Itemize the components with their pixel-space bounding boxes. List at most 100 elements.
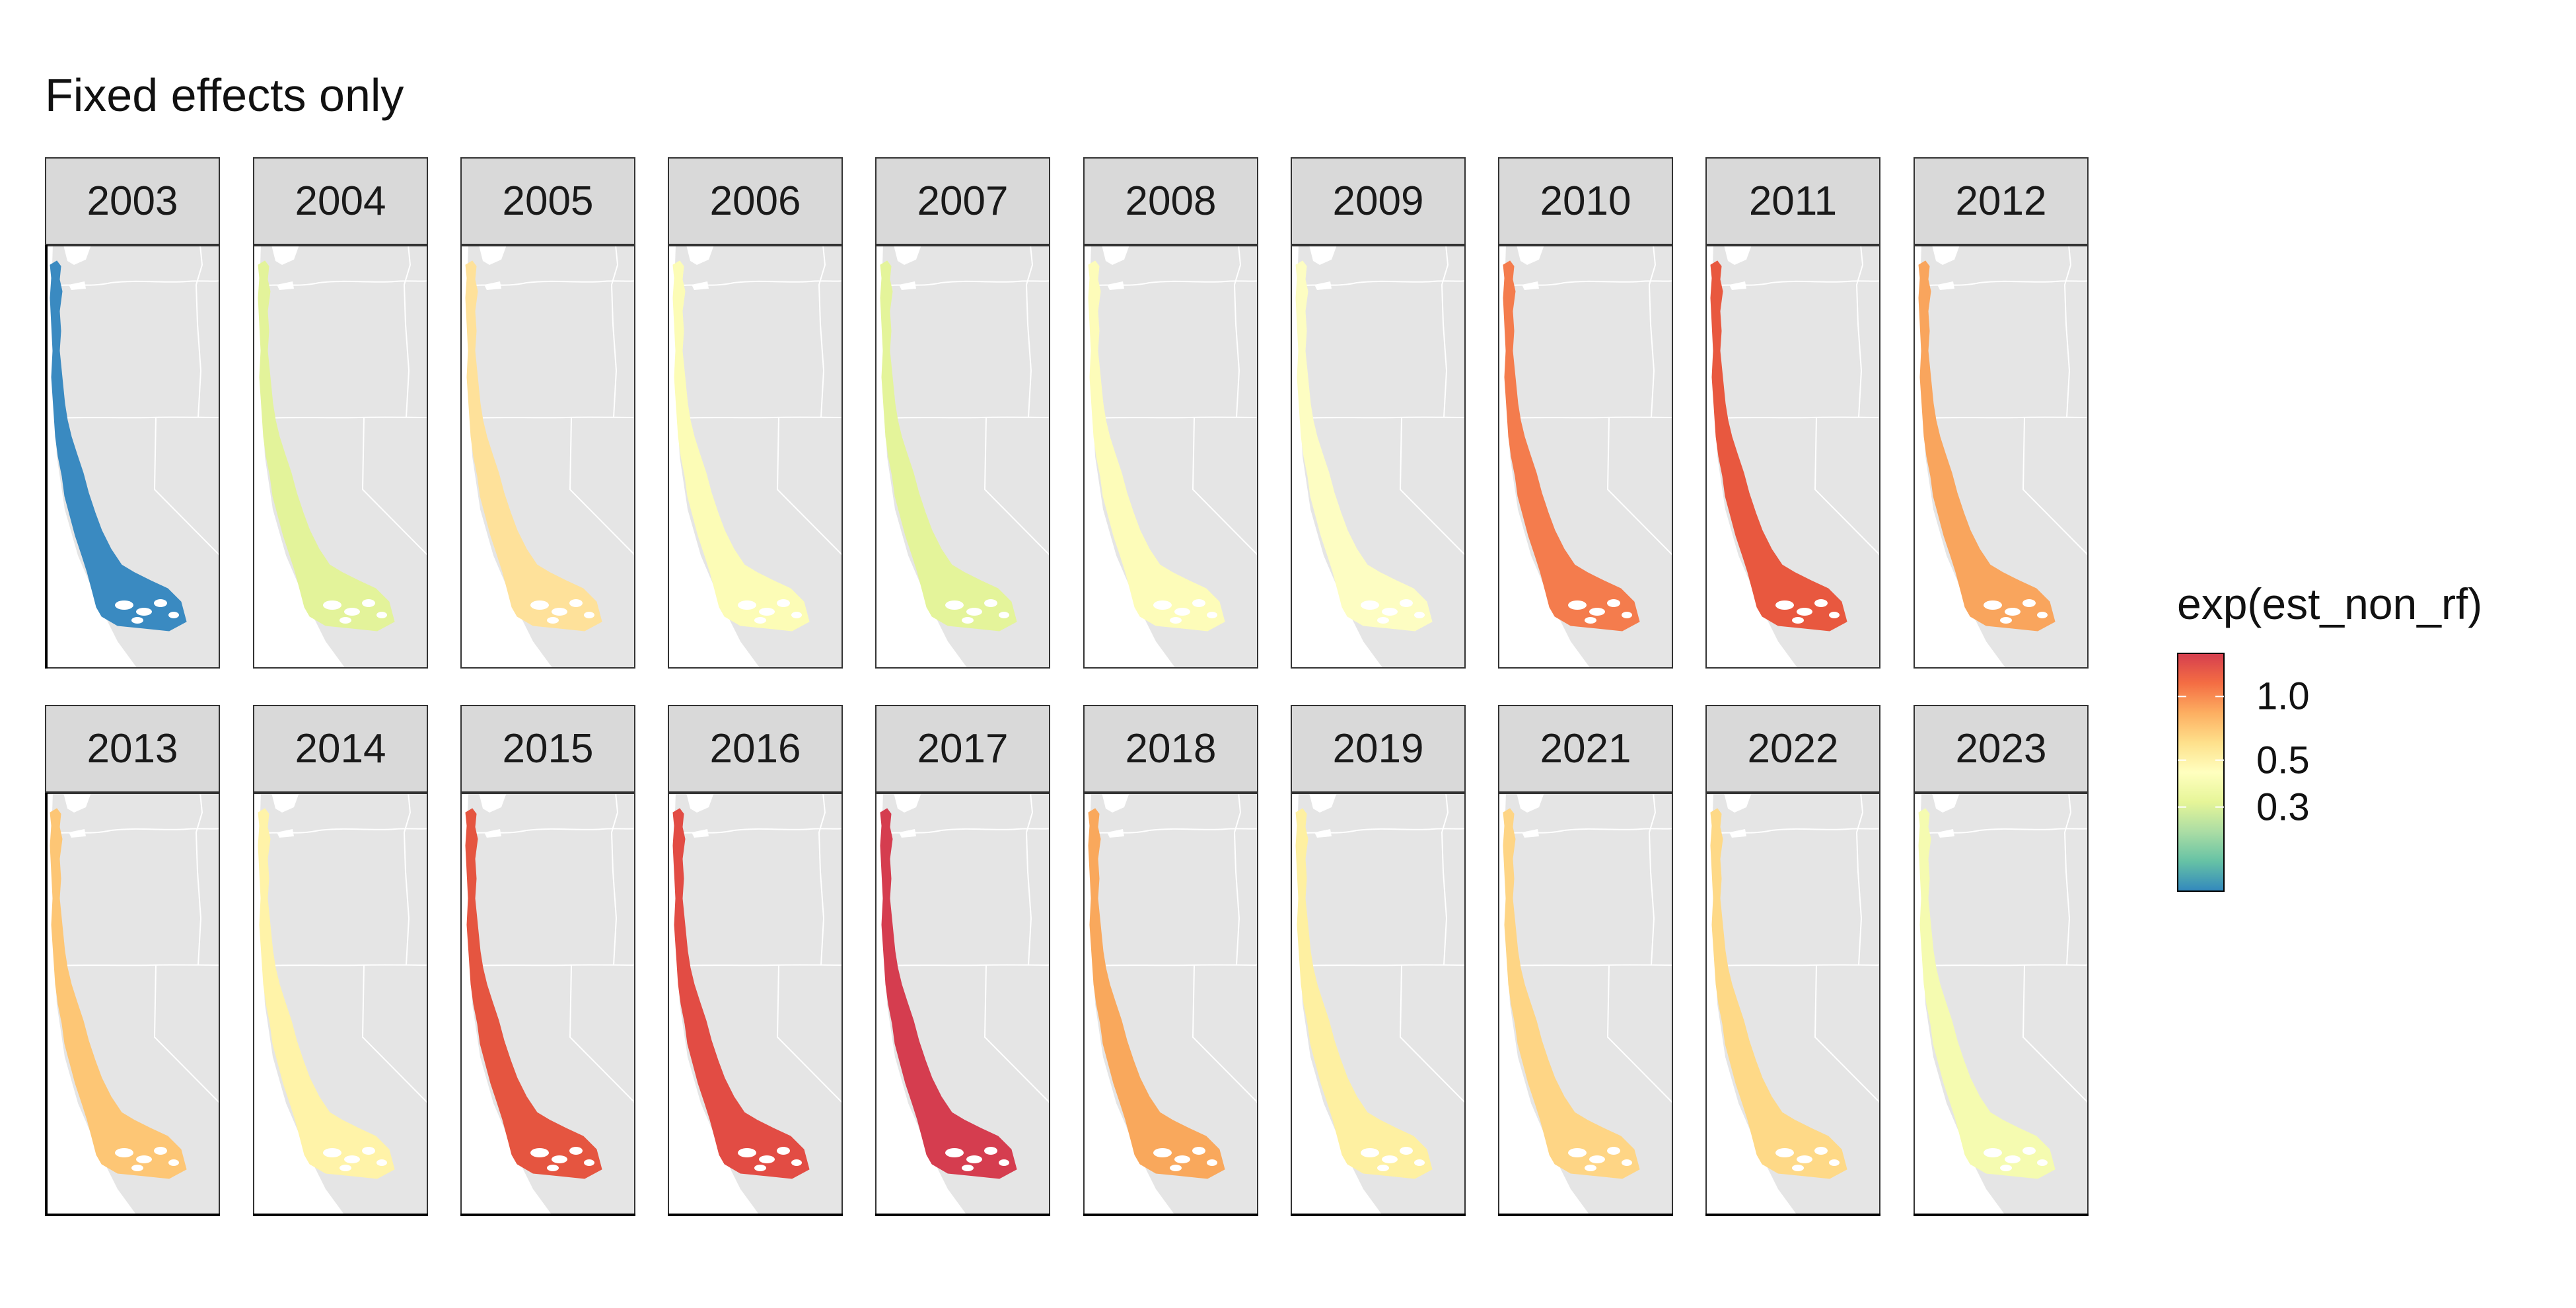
prediction-region (1295, 808, 1433, 1179)
state-border (1088, 828, 1258, 834)
state-border (884, 964, 1050, 966)
state-border (818, 793, 826, 966)
state-border (258, 280, 428, 287)
state-border (2063, 793, 2072, 966)
prediction-region (1710, 808, 1847, 1179)
prediction-region (1918, 808, 2056, 1179)
facet-strip-label: 2007 (875, 157, 1050, 245)
map-2006 (668, 245, 843, 669)
state-border (258, 828, 428, 834)
state-border (1233, 793, 1242, 966)
state-border (776, 964, 843, 1104)
facet-strip-label: 2013 (45, 705, 220, 793)
state-border (1025, 793, 1034, 966)
state-border (1710, 828, 1880, 834)
prediction-region (465, 260, 602, 632)
map-panel (45, 245, 220, 669)
state-border (195, 793, 203, 966)
state-border (569, 417, 635, 556)
facet-strip-label: 2014 (253, 705, 428, 793)
prediction-region (880, 260, 1017, 632)
legend-tick-label: 0.3 (2256, 785, 2310, 829)
map-panel (1914, 245, 2089, 669)
map-2007 (875, 245, 1050, 669)
prediction-region (258, 260, 395, 632)
chart-title: Fixed effects only (45, 69, 404, 121)
facet-strip-label: 2015 (460, 705, 635, 793)
map-panel (1291, 793, 1466, 1216)
legend-tick-label: 1.0 (2256, 674, 2310, 718)
map-2021 (1498, 793, 1673, 1216)
facet-strip-label: 2011 (1705, 157, 1880, 245)
legend-tick-label: 0.5 (2256, 739, 2310, 782)
facet-strip-label: 2012 (1914, 157, 2089, 245)
state-border (1503, 280, 1673, 287)
state-border (1714, 964, 1880, 966)
map-2010 (1498, 245, 1673, 669)
prediction-region (1503, 260, 1640, 632)
state-border (1441, 793, 1449, 966)
map-panel (45, 793, 220, 1216)
state-border (403, 793, 411, 966)
map-2003 (45, 245, 220, 669)
prediction-region (1503, 808, 1640, 1179)
state-border (1088, 280, 1258, 287)
state-border (1918, 280, 2089, 287)
state-border (610, 793, 619, 966)
map-2016 (668, 793, 843, 1216)
map-panel (1083, 793, 1258, 1216)
map-2019 (1291, 793, 1466, 1216)
prediction-region (1295, 260, 1433, 632)
state-border (1441, 245, 1449, 418)
map-2009 (1291, 245, 1466, 669)
prediction-region (672, 808, 810, 1179)
state-border (262, 964, 428, 966)
state-border (153, 417, 220, 556)
map-2018 (1083, 793, 1258, 1216)
prediction-region (1918, 260, 2056, 632)
state-border (54, 964, 220, 966)
prediction-region (1710, 260, 1847, 632)
map-panel (875, 245, 1050, 669)
legend-gradient (2177, 653, 2225, 892)
state-border (984, 964, 1050, 1104)
map-panel (1705, 245, 1880, 669)
facet-strip-label: 2005 (460, 157, 635, 245)
map-2012 (1914, 245, 2089, 669)
map-panel (668, 245, 843, 669)
state-border (676, 964, 843, 966)
state-border (50, 828, 220, 834)
legend-colorbar (2177, 653, 2225, 892)
state-border (1503, 828, 1673, 834)
state-border (1918, 828, 2089, 834)
state-border (153, 964, 220, 1104)
facet-strip-label: 2008 (1083, 157, 1258, 245)
map-2022 (1705, 793, 1880, 1216)
state-border (818, 245, 826, 418)
map-panel (253, 245, 428, 669)
map-panel (1914, 793, 2089, 1216)
facet-strip-label: 2021 (1498, 705, 1673, 793)
prediction-region (50, 808, 187, 1179)
map-2017 (875, 793, 1050, 1216)
map-2023 (1914, 793, 2089, 1216)
state-border (361, 964, 428, 1104)
state-border (1922, 964, 2089, 966)
map-panel (1083, 245, 1258, 669)
state-border (569, 964, 635, 1104)
map-panel (460, 793, 635, 1216)
map-panel (460, 245, 635, 669)
map-2013 (45, 793, 220, 1216)
state-border (469, 964, 635, 966)
map-2005 (460, 245, 635, 669)
facet-strip-label: 2003 (45, 157, 220, 245)
state-border (1814, 964, 1880, 1104)
state-border (1192, 964, 1258, 1104)
state-border (1399, 417, 1466, 556)
state-border (1295, 828, 1466, 834)
prediction-region (880, 808, 1017, 1179)
map-2011 (1705, 245, 1880, 669)
state-border (1092, 964, 1258, 966)
map-panel (1498, 245, 1673, 669)
state-border (672, 828, 843, 834)
